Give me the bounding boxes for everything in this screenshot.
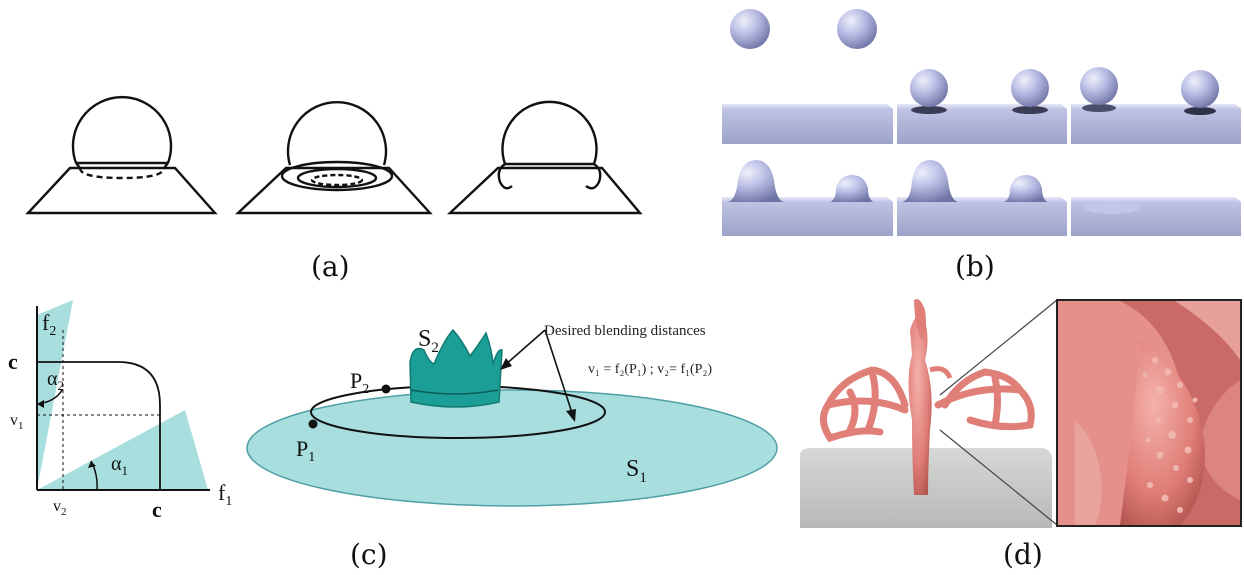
point-p2 (381, 384, 391, 394)
label-alpha1: α1 (111, 453, 128, 478)
label-p1: P1 (296, 436, 315, 465)
panel-c-surfaces: S2 P2 P1 S1 Desired blending distances v… (246, 323, 778, 507)
render-frame-5 (897, 160, 1067, 236)
label-f1: f1 (218, 480, 232, 509)
label-v1: v1 (10, 412, 24, 432)
point-p1 (308, 419, 318, 429)
caption-c: (c) (350, 538, 388, 571)
render-frame-6 (1071, 197, 1241, 236)
sphere-plane-diagram-2 (234, 100, 433, 215)
label-formula: v₁ = f₂(P₁) ; v₂= f₁(P₂) (588, 362, 712, 377)
label-alpha2: α2 (47, 368, 64, 393)
surface-s1 (246, 389, 778, 507)
label-f2: f2 (42, 310, 56, 339)
dragon-closeup (1056, 299, 1242, 527)
dragon-scene (800, 299, 1052, 528)
panel-c-graph: f2 c α2 v1 α1 v2 c f1 (8, 300, 232, 522)
render-frame-1 (722, 9, 893, 144)
blend-curve (37, 361, 161, 490)
label-s1: S1 (626, 456, 647, 486)
label-desired-distances: Desired blending distances (544, 323, 706, 339)
label-c-top: c (8, 349, 18, 374)
label-p2: P2 (350, 368, 369, 397)
region-alpha2-wedge (37, 300, 73, 490)
region-alpha1-wedge (37, 410, 208, 490)
render-frame-4 (722, 160, 893, 236)
render-frame-3 (1071, 67, 1241, 144)
caption-b: (b) (955, 250, 995, 283)
sphere-plane-diagram-3 (446, 100, 643, 215)
caption-d: (d) (1003, 538, 1043, 571)
caption-a: (a) (311, 250, 350, 283)
label-v2: v2 (53, 498, 67, 518)
panel-d-dragon (800, 299, 1242, 528)
surface-s2 (409, 328, 503, 408)
sphere-plane-diagram-1 (25, 96, 218, 215)
label-s2: S2 (418, 326, 439, 356)
panel-b-renders (722, 9, 1241, 236)
label-c-right: c (152, 497, 162, 522)
render-frame-2 (897, 69, 1067, 144)
panel-a-diagrams (25, 96, 643, 215)
